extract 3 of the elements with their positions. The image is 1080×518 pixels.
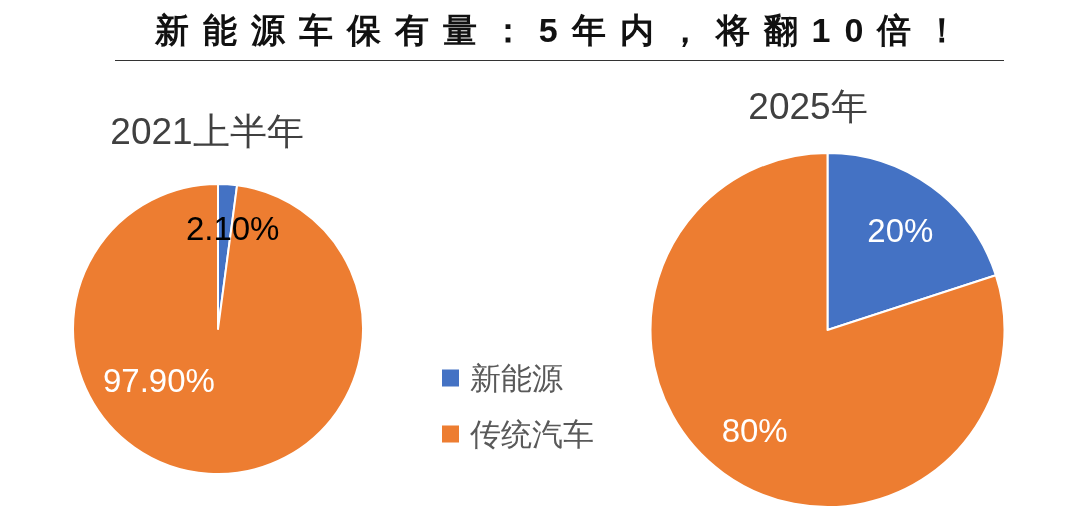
title: 2021上半年 xyxy=(110,110,304,152)
title: 2025年 xyxy=(748,85,868,127)
title: 新能源车保有量：5年内，将翻10倍！ xyxy=(154,11,974,49)
